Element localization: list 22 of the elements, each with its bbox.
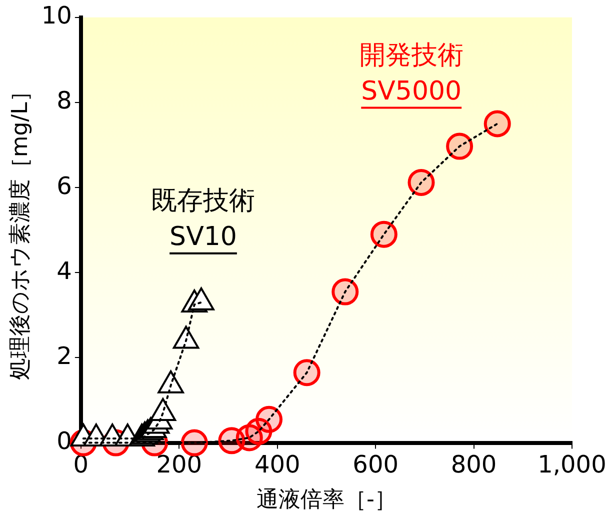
y-tick-label: 6 (56, 172, 72, 200)
y-axis-title: 処理後のホウ素濃度［mg/L］ (8, 80, 33, 380)
x-tick-label: 600 (352, 450, 398, 478)
y-tick-label: 2 (56, 342, 72, 370)
point (172, 326, 200, 349)
y-tick-label: 4 (56, 256, 72, 285)
point (158, 370, 184, 394)
x-tick-label: 1,000 (538, 450, 606, 478)
x-tick-label: 400 (254, 450, 300, 478)
point (370, 220, 398, 248)
point (408, 168, 435, 196)
series-label: 開発技術 SV5000 (359, 40, 464, 106)
y-tick-label: 8 (56, 86, 72, 115)
x-axis-title: 通液倍率［-］ (256, 488, 396, 513)
point (484, 110, 511, 138)
point (446, 132, 474, 160)
x-tick-label: 800 (450, 450, 497, 478)
x-tick-label: 200 (156, 450, 202, 478)
text: 既存技術 SV10 (151, 186, 256, 252)
y-tick-label: 0 (56, 427, 72, 456)
point (150, 398, 176, 422)
y-tick-label: 10 (41, 2, 72, 30)
